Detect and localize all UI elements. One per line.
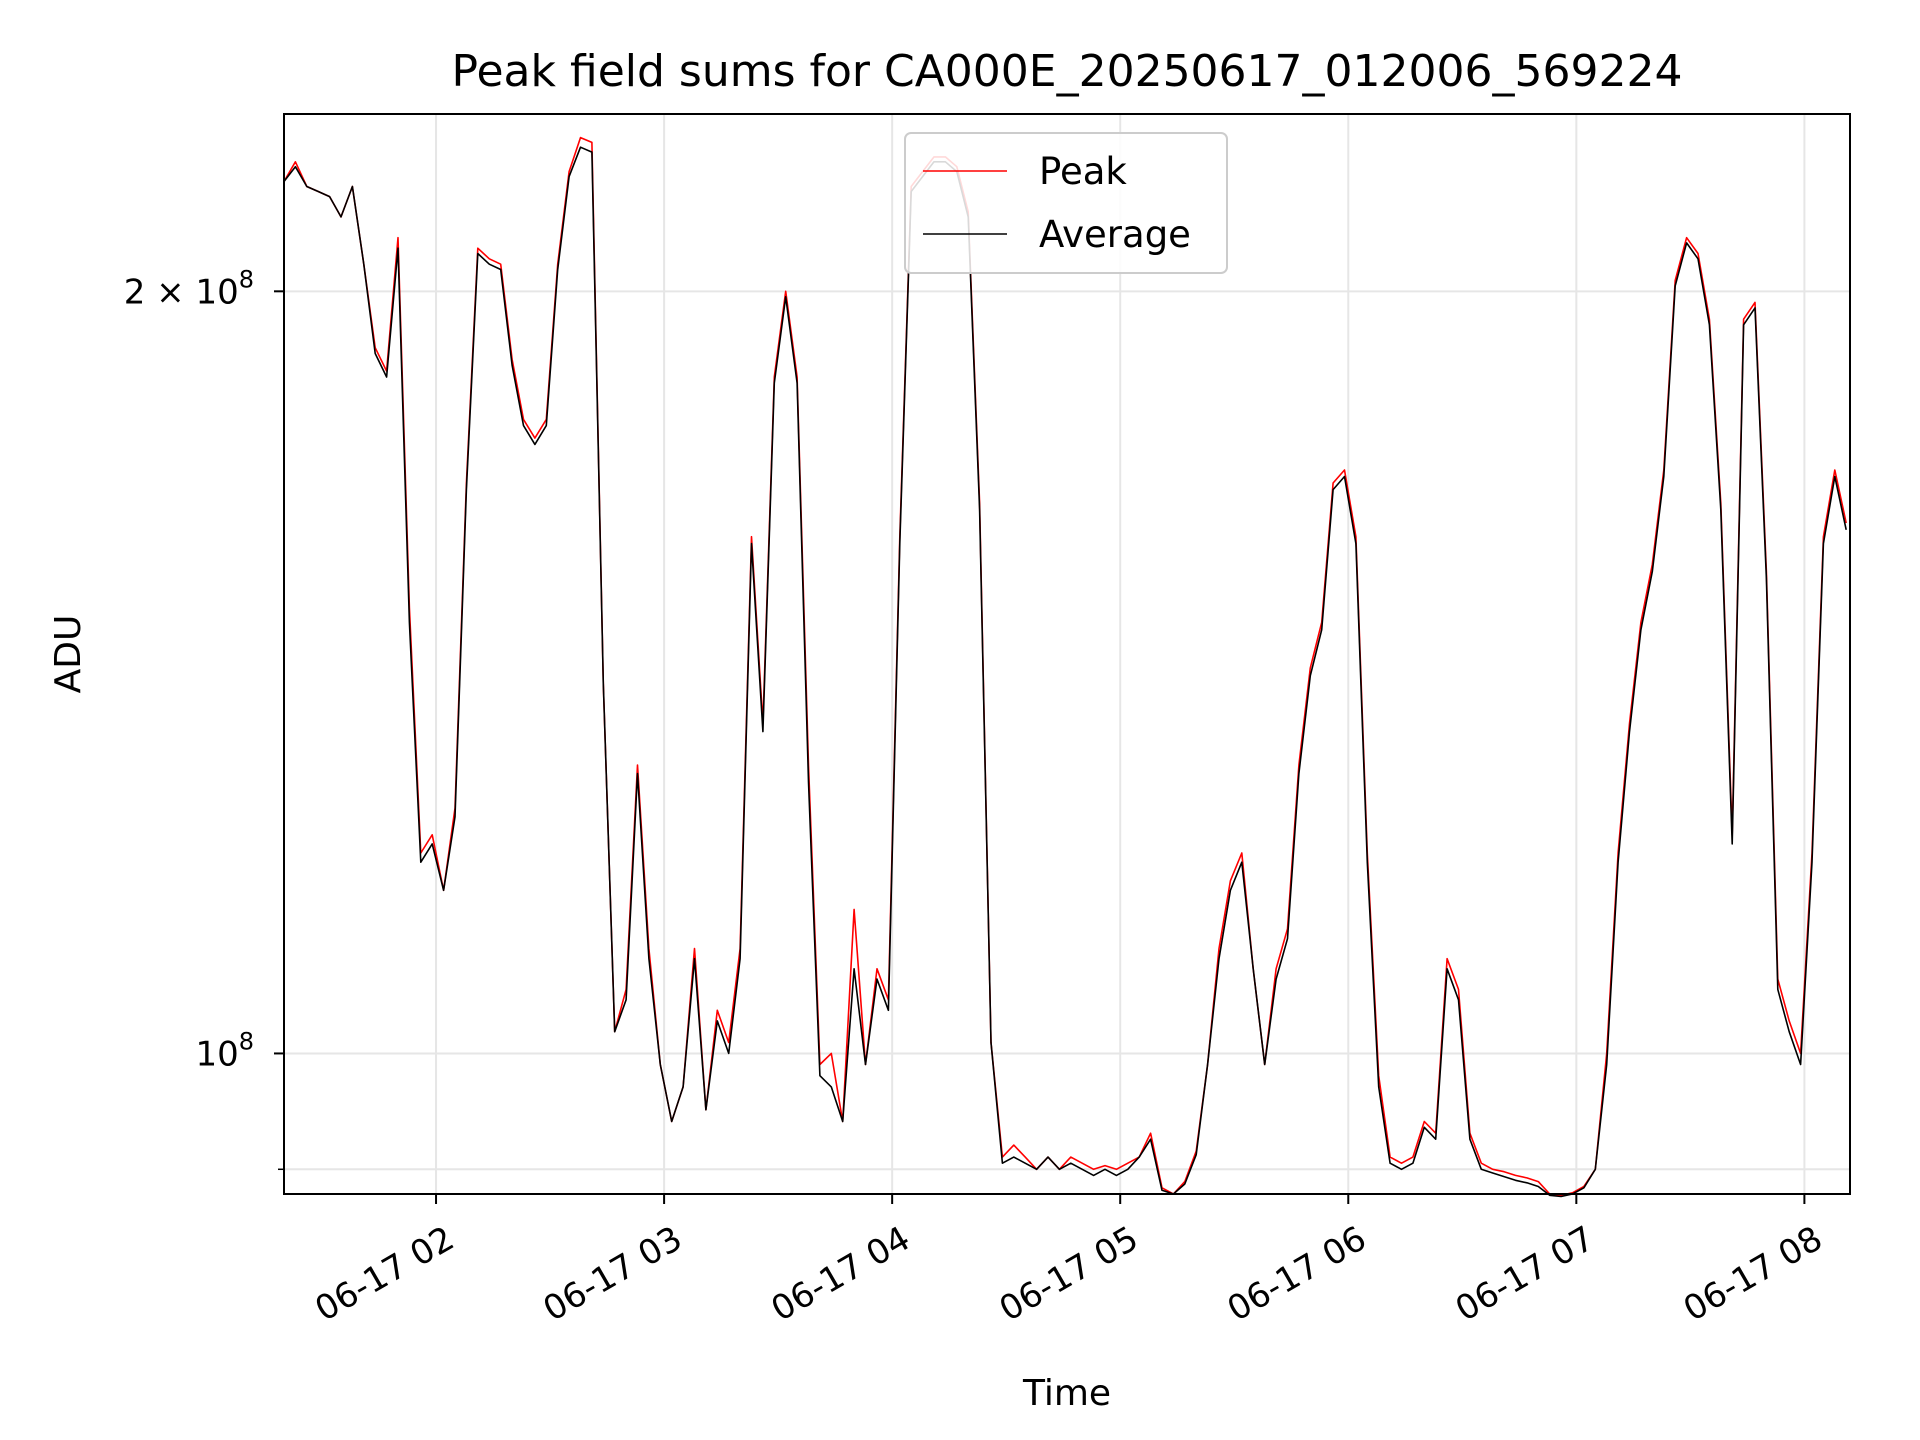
- y-tick-base: 2 × 10: [124, 272, 239, 312]
- y-tick-exponent: 8: [239, 265, 254, 293]
- grid-lines: [284, 114, 1850, 1194]
- chart-title: Peak field sums for CA000E_20250617_0120…: [452, 46, 1683, 97]
- plot-frame: [283, 113, 1851, 1195]
- y-tick-base: 10: [195, 1034, 238, 1074]
- y-axis-label: ADU: [48, 615, 89, 694]
- y-tick-exponent: 8: [239, 1027, 254, 1055]
- y-tick-label: 2 × 108: [124, 265, 254, 312]
- series-layer: [283, 136, 1847, 1198]
- y-tick-label: 108: [195, 1027, 254, 1074]
- legend-label-average: Average: [1039, 213, 1191, 256]
- x-axis-label: Time: [1022, 1373, 1111, 1414]
- legend-label-peak: Peak: [1039, 150, 1127, 193]
- legend: Peak Average: [904, 132, 1228, 274]
- legend-box: [904, 132, 1228, 274]
- series-line-average: [283, 146, 1847, 1198]
